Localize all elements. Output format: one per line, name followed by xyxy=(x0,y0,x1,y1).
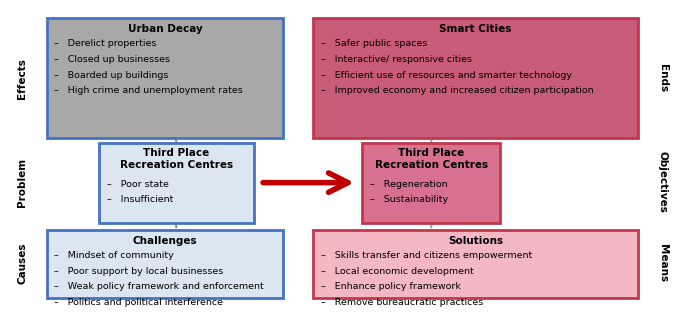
Text: Urban Decay: Urban Decay xyxy=(127,24,202,34)
Text: –   Mindset of community: – Mindset of community xyxy=(55,251,174,260)
Text: Challenges: Challenges xyxy=(133,235,197,245)
FancyBboxPatch shape xyxy=(47,18,284,138)
Text: –   Improved economy and increased citizen participation: – Improved economy and increased citizen… xyxy=(321,86,593,95)
Text: Ends: Ends xyxy=(658,64,668,92)
Text: –   Local economic development: – Local economic development xyxy=(321,267,473,276)
Text: –   Boarded up buildings: – Boarded up buildings xyxy=(55,70,169,80)
Text: –   Efficient use of resources and smarter technology: – Efficient use of resources and smarter… xyxy=(321,70,572,80)
Text: –   Poor support by local businesses: – Poor support by local businesses xyxy=(55,267,224,276)
Text: –   Interactive/ responsive cities: – Interactive/ responsive cities xyxy=(321,55,472,64)
Text: –   Poor state: – Poor state xyxy=(107,180,169,189)
Text: –   Politics and political interference: – Politics and political interference xyxy=(55,298,223,307)
FancyBboxPatch shape xyxy=(47,230,284,298)
Text: Smart Cities: Smart Cities xyxy=(440,24,512,34)
Text: –   Safer public spaces: – Safer public spaces xyxy=(321,39,427,48)
Text: –   Skills transfer and citizens empowerment: – Skills transfer and citizens empowerme… xyxy=(321,251,532,260)
Text: Objectives: Objectives xyxy=(658,151,668,213)
Text: Third Place
Recreation Centres: Third Place Recreation Centres xyxy=(120,148,233,170)
Text: –   Remove bureaucratic practices: – Remove bureaucratic practices xyxy=(321,298,483,307)
Text: –   Derelict properties: – Derelict properties xyxy=(55,39,157,48)
Text: Third Place
Recreation Centres: Third Place Recreation Centres xyxy=(375,148,488,170)
Text: –   High crime and unemployment rates: – High crime and unemployment rates xyxy=(55,86,243,95)
Text: Means: Means xyxy=(658,244,668,282)
Text: –   Regeneration: – Regeneration xyxy=(370,180,448,189)
Text: –   Sustainability: – Sustainability xyxy=(370,195,448,204)
Text: Solutions: Solutions xyxy=(448,235,503,245)
Text: Problem: Problem xyxy=(17,157,27,207)
FancyBboxPatch shape xyxy=(313,230,638,298)
FancyBboxPatch shape xyxy=(99,143,253,223)
Text: –   Insufficient: – Insufficient xyxy=(107,195,173,204)
Text: –   Weak policy framework and enforcement: – Weak policy framework and enforcement xyxy=(55,282,264,291)
Text: –   Enhance policy framework: – Enhance policy framework xyxy=(321,282,461,291)
Text: Effects: Effects xyxy=(17,58,27,99)
Text: Causes: Causes xyxy=(17,243,27,284)
FancyBboxPatch shape xyxy=(362,143,500,223)
FancyBboxPatch shape xyxy=(313,18,638,138)
Text: –   Closed up businesses: – Closed up businesses xyxy=(55,55,171,64)
